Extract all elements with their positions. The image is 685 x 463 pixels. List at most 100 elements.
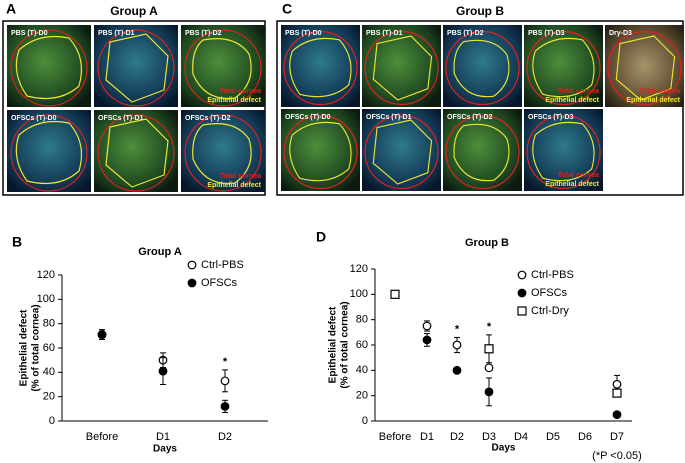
panel-label: C [282,1,292,17]
x-tick-label: Before [86,431,118,443]
data-point [158,366,168,376]
defect-outline [453,123,510,182]
y-tick-label: 0 [362,415,368,427]
tile-note: Epithelial defect [626,97,680,104]
tile-label: Dry-D3 [609,30,632,37]
image-tile: OFSCs (T)-D2 Total cornea Epithelial defec… [181,110,265,192]
y-tick-label: 40 [43,366,55,378]
data-point [220,376,230,386]
tile-note: Total cornea [220,173,261,180]
image-tile: PBS (T)-D1 [94,25,178,107]
data-point [517,288,527,298]
panel-label: B [12,234,22,250]
defect-outline [372,119,433,185]
chart-title: Group A [138,246,182,258]
cornea-outline [97,29,175,107]
y-tick-label: 20 [43,391,55,403]
group-title: Group A [110,4,158,18]
tile-label: OFSCs (T)-D0 [11,115,57,122]
y-tick-label: 120 [37,269,55,281]
tile-label: OFSCs (T)-D0 [285,114,331,121]
tile-note: Epithelial defect [207,97,261,104]
x-tick-label: D2 [218,431,232,443]
data-point [612,379,622,389]
cornea-outline [283,30,358,106]
tile-label: PBS (T)-D1 [366,30,403,37]
cornea-outline [10,114,88,192]
eye-photo [281,109,360,191]
y-tick-label: 80 [356,314,368,326]
data-point [422,321,432,331]
defect-outline [105,33,169,103]
x-tick-label: D1 [156,431,170,443]
cornea-outline [97,114,175,192]
cornea-outline [445,114,520,190]
chart-title: Group B [465,237,509,249]
image-tile: PBS (T)-D1 [362,25,441,107]
y-tick-label: 100 [350,288,368,300]
y-tick-label: 60 [43,342,55,354]
panel-frame [2,20,266,196]
tile-label: PBS (T)-D0 [285,30,322,37]
eye-photo [443,25,522,107]
y-axis-label: Epithelial defect [328,306,339,383]
image-tile: OFSCs (T)-D2 [443,109,522,191]
tile-label: PBS (T)-D3 [528,30,565,37]
x-tick-label: D4 [514,431,528,443]
tile-note: Total cornea [220,88,261,95]
defect-outline [192,38,252,100]
x-tick-label: D5 [546,431,560,443]
defect-outline [105,118,169,188]
legend-label: Ctrl-PBS [531,269,574,281]
eye-photo [94,110,178,192]
cornea-outline [526,30,601,106]
footnote: (*P <0.05) [592,450,642,462]
defect-outline [532,121,595,182]
panel-frame [276,20,684,196]
significance-mark: * [455,323,460,335]
defect-outline [15,35,82,99]
tile-label: PBS (T)-D2 [185,30,222,37]
x-tick-label: D2 [450,431,464,443]
defect-outline [615,35,676,101]
data-point [187,278,197,288]
image-tile: OFSCs (T)-D0 [7,110,91,192]
y-tick-label: 100 [37,293,55,305]
y-tick-label: 120 [350,263,368,275]
legend-label: Ctrl-Dry [531,305,569,317]
tile-note: Total cornea [558,88,599,95]
image-tile: OFSCs (T)-D0 [281,109,360,191]
group-title: Group B [456,4,504,18]
cornea-outline [184,114,262,192]
cornea-outline [364,30,439,106]
cornea-outline [445,30,520,106]
significance-mark: * [223,356,228,368]
defect-outline [289,37,352,98]
eye-photo [362,109,441,191]
tile-note: Epithelial defect [207,182,261,189]
x-tick-label: D7 [610,431,624,443]
x-axis-label: Days [492,443,516,454]
data-point [452,365,462,375]
data-point [517,270,527,280]
tile-label: PBS (T)-D1 [98,30,135,37]
data-point [484,387,494,397]
defect-outline [15,120,82,184]
tile-note: Total cornea [558,172,599,179]
tile-label: PBS (T)-D0 [11,30,48,37]
tile-label: OFSCs (T)-D3 [528,114,574,121]
eye-photo [443,109,522,191]
data-point [422,335,432,345]
legend-label: Ctrl-PBS [201,259,244,271]
cornea-outline [364,114,439,190]
tile-label: OFSCs (T)-D2 [185,115,231,122]
image-tile: Dry-D3 Total cornea Epithelial defect [605,25,684,107]
image-tile: PBS (T)-D3 Total cornea Epithelial defect [524,25,603,107]
legend-label: OFSCs [531,287,568,299]
tile-note: Epithelial defect [545,97,599,104]
y-tick-label: 80 [43,318,55,330]
cornea-outline [607,30,682,106]
image-tile: PBS (T)-D0 [7,25,91,107]
legend-label: OFSCs [201,277,238,289]
